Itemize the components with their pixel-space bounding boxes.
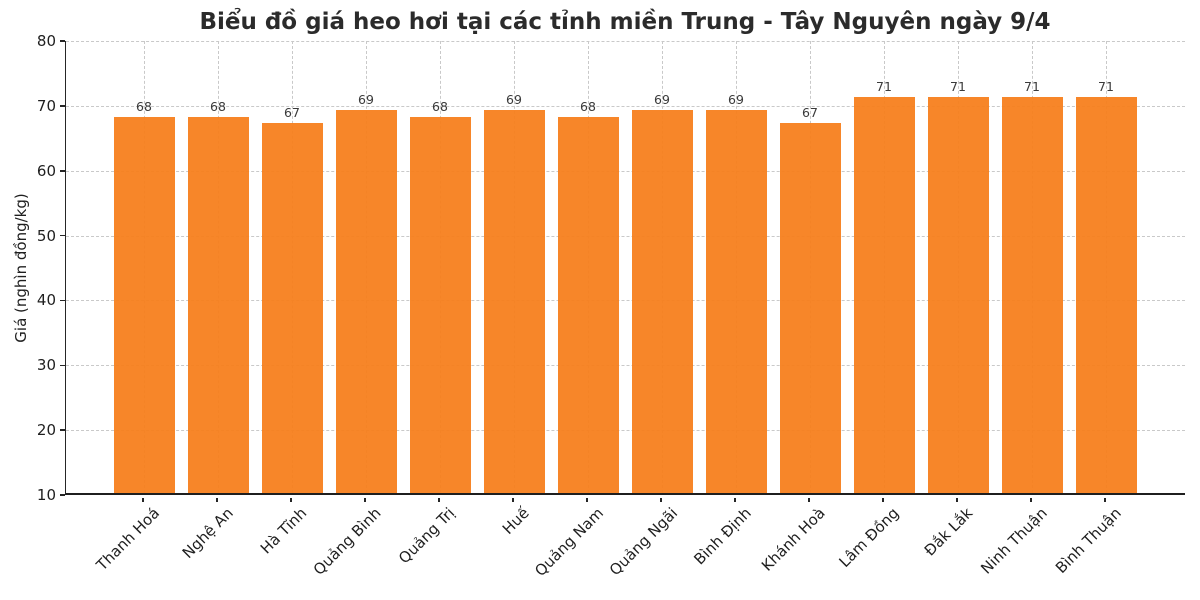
x-axis-tick <box>956 497 958 502</box>
y-tick-label: 60 <box>36 161 56 180</box>
h-gridline <box>66 170 1185 172</box>
x-axis-tick <box>142 497 144 502</box>
x-axis-tick <box>438 497 440 502</box>
bar <box>705 110 767 493</box>
bar <box>335 110 397 493</box>
x-axis-tick <box>1104 497 1106 502</box>
bar <box>779 123 841 493</box>
bar <box>1001 97 1063 493</box>
bar-value-label: 71 <box>1024 79 1040 95</box>
bar <box>113 116 175 493</box>
bar <box>631 110 693 493</box>
y-axis-tick <box>60 494 65 496</box>
y-axis-tick <box>60 105 65 107</box>
x-tick-label: Đắk Lắk <box>921 504 977 560</box>
x-tick-label: Thanh Hoá <box>92 504 163 575</box>
x-axis-tick <box>216 497 218 502</box>
y-tick-label: 80 <box>36 32 56 50</box>
bar-value-label: 69 <box>506 92 522 108</box>
x-axis-tick <box>364 497 366 502</box>
y-axis-tick <box>60 299 65 302</box>
x-axis-tick <box>882 497 884 502</box>
bar-value-label: 67 <box>802 105 818 121</box>
y-tick-label: 30 <box>36 356 56 375</box>
y-axis-tick <box>60 234 65 237</box>
y-tick-label: 10 <box>36 486 56 504</box>
y-axis-tick <box>60 40 65 42</box>
h-gridline <box>66 105 1185 107</box>
x-tick-label: Huế <box>498 504 533 538</box>
y-tick-label: 20 <box>36 421 56 440</box>
y-axis-tick <box>60 364 65 366</box>
x-tick-label: Quảng Trị <box>395 504 459 568</box>
x-tick-label: Quảng Nam <box>530 504 607 580</box>
x-tick-label: Ninh Thuận <box>977 504 1051 578</box>
bar-value-label: 71 <box>950 79 966 95</box>
x-axis-tick <box>1030 497 1032 502</box>
x-tick-label: Lâm Đồng <box>835 504 903 572</box>
x-axis-tick <box>290 497 292 502</box>
x-tick-label: Bình Định <box>690 504 755 569</box>
bar-value-label: 68 <box>136 98 152 114</box>
bar <box>409 116 471 493</box>
y-tick-label: 40 <box>36 291 56 310</box>
bar <box>187 116 249 493</box>
bar <box>261 123 323 493</box>
x-tick-label: Khánh Hoà <box>758 504 829 575</box>
x-axis-tick <box>734 497 736 502</box>
bar-value-label: 69 <box>358 92 374 108</box>
bar-value-label: 67 <box>284 105 300 121</box>
y-axis-tick <box>60 429 65 431</box>
h-gridline <box>66 41 1185 42</box>
h-gridline <box>66 300 1185 302</box>
x-axis-tick <box>512 497 514 502</box>
bar <box>557 116 619 493</box>
h-gridline <box>66 365 1185 367</box>
bar-value-label: 71 <box>1098 79 1114 95</box>
x-tick-label: Quảng Ngãi <box>605 504 681 580</box>
x-tick-label: Quảng Bình <box>309 504 385 579</box>
x-tick-label: Bình Thuận <box>1051 504 1125 577</box>
bar-value-label: 69 <box>728 92 744 108</box>
bar-value-label: 71 <box>876 79 892 95</box>
bar <box>1075 97 1137 493</box>
bar-value-label: 68 <box>580 98 596 114</box>
bar <box>853 97 915 493</box>
y-tick-label: 70 <box>36 96 56 115</box>
x-tick-label: Nghệ An <box>178 504 237 562</box>
bar <box>927 97 989 493</box>
bar-value-label: 68 <box>210 98 226 114</box>
x-tick-label: Hà Tĩnh <box>257 504 311 558</box>
x-axis-tick <box>660 497 662 502</box>
bar <box>483 110 545 493</box>
h-gridline <box>66 430 1185 432</box>
bar-value-label: 68 <box>432 98 448 114</box>
x-axis-tick <box>586 497 588 502</box>
x-axis-tick <box>808 497 810 502</box>
plot-area: 68 68 67 69 68 69 68 69 69 67 71 71 71 71 <box>65 41 1185 495</box>
h-gridline <box>66 235 1185 237</box>
y-axis-title: Giá (nghìn đồng/kg) <box>12 193 30 343</box>
y-axis-tick <box>60 170 65 172</box>
bar-value-label: 69 <box>654 92 670 108</box>
y-tick-label: 50 <box>36 226 56 245</box>
chart-title: Biểu đồ giá heo hơi tại các tỉnh miền Tr… <box>199 9 1051 35</box>
